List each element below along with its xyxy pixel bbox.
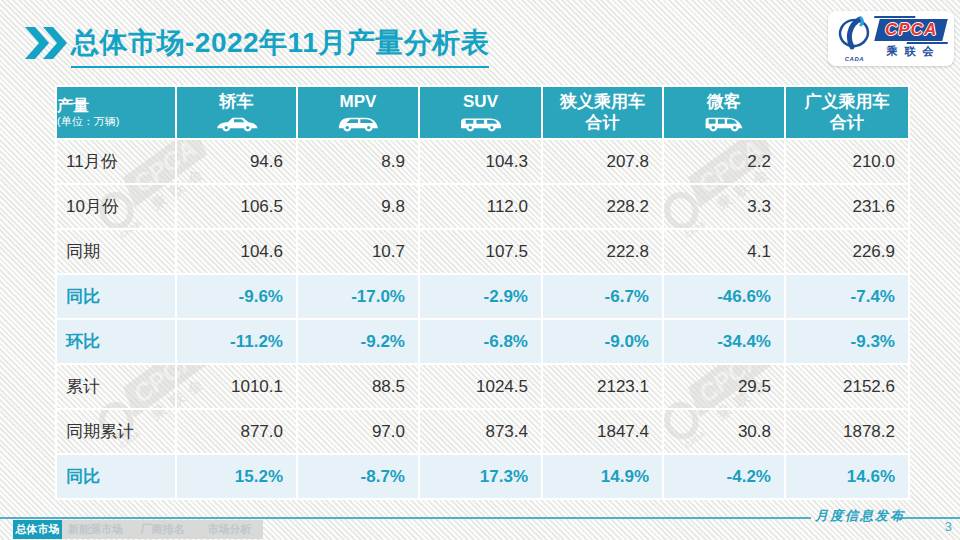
header-broad-pv-total: 广义乘用车 合计	[785, 86, 909, 139]
mpv-icon	[335, 113, 381, 133]
value-cell: -7.4%	[785, 274, 909, 319]
value-cell: 2123.1	[542, 364, 663, 409]
value-cell: -9.0%	[542, 319, 663, 364]
value-cell: 2152.6	[785, 364, 909, 409]
table-row: 同期累计 877.0 97.0 873.4 1847.4 30.8 1878.2	[56, 409, 909, 454]
value-cell: -11.2%	[176, 319, 297, 364]
value-cell: 1024.5	[419, 364, 542, 409]
sedan-icon	[214, 113, 260, 133]
value-cell: 30.8	[663, 409, 785, 454]
value-cell: 873.4	[419, 409, 542, 454]
row-label: 同期	[56, 229, 176, 274]
page-number: 3	[945, 519, 952, 534]
microvan-icon	[701, 113, 747, 133]
row-label: 同期累计	[56, 409, 176, 454]
value-cell: 15.2%	[176, 454, 297, 499]
page-title: 总体市场-2022年11月产量分析表	[71, 24, 489, 68]
value-cell: -8.7%	[297, 454, 419, 499]
value-cell: 207.8	[542, 139, 663, 184]
cpca-logo: CADA CPCA 乘联会	[828, 11, 954, 66]
value-cell: 104.6	[176, 229, 297, 274]
value-cell: 8.9	[297, 139, 419, 184]
value-cell: -34.4%	[663, 319, 785, 364]
table-row-mom: 环比 -11.2% -9.2% -6.8% -9.0% -34.4% -9.3%	[56, 319, 909, 364]
value-cell: 1847.4	[542, 409, 663, 454]
double-chevron-icon	[25, 27, 67, 59]
value-cell: 1010.1	[176, 364, 297, 409]
value-cell: 29.5	[663, 364, 785, 409]
table-row: 同期 104.6 10.7 107.5 222.8 4.1 226.9	[56, 229, 909, 274]
value-cell: -6.8%	[419, 319, 542, 364]
row-label: 同比	[56, 454, 176, 499]
value-cell: 14.9%	[542, 454, 663, 499]
header-microvan: 微客	[663, 86, 785, 139]
value-cell: -2.9%	[419, 274, 542, 319]
value-cell: 107.5	[419, 229, 542, 274]
cpca-wordmark: CPCA	[875, 19, 949, 41]
footer-nav: 总体市场 新能源市场 厂商排名 市场分析	[13, 520, 263, 539]
value-cell: -9.6%	[176, 274, 297, 319]
value-cell: 222.8	[542, 229, 663, 274]
cpca-emblem-icon: CADA	[836, 16, 872, 62]
value-cell: 94.6	[176, 139, 297, 184]
value-cell: -9.2%	[297, 319, 419, 364]
value-cell: 231.6	[785, 184, 909, 229]
value-cell: 226.9	[785, 229, 909, 274]
header-production: 产量 (单位：万辆)	[56, 86, 176, 139]
table-row: 10月份 106.5 9.8 112.0 228.2 3.3 231.6	[56, 184, 909, 229]
value-cell: 4.1	[663, 229, 785, 274]
footer-tab-market-analysis[interactable]: 市场分析	[196, 520, 263, 539]
value-cell: 112.0	[419, 184, 542, 229]
footer-divider	[0, 517, 811, 519]
value-cell: 3.3	[663, 184, 785, 229]
value-cell: 14.6%	[785, 454, 909, 499]
value-cell: 877.0	[176, 409, 297, 454]
row-label: 同比	[56, 274, 176, 319]
value-cell: -6.7%	[542, 274, 663, 319]
value-cell: 88.5	[297, 364, 419, 409]
slide: CADA CPCA 乘联会 CADA CPCA 乘联会 CADA CPCA	[0, 0, 960, 540]
row-label: 10月份	[56, 184, 176, 229]
table-row: 11月份 94.6 8.9 104.3 207.8 2.2 210.0	[56, 139, 909, 184]
value-cell: -46.6%	[663, 274, 785, 319]
value-cell: 106.5	[176, 184, 297, 229]
header-narrow-pv-total: 狭义乘用车 合计	[542, 86, 663, 139]
value-cell: 1878.2	[785, 409, 909, 454]
header-suv: SUV	[419, 86, 542, 139]
footer-tab-nev-market[interactable]: 新能源市场	[62, 520, 129, 539]
value-cell: -4.2%	[663, 454, 785, 499]
header-mpv: MPV	[297, 86, 419, 139]
table-row: 累计 1010.1 88.5 1024.5 2123.1 29.5 2152.6	[56, 364, 909, 409]
production-table: 产量 (单位：万辆) 轿车	[55, 85, 910, 500]
value-cell: 97.0	[297, 409, 419, 454]
header-sedan: 轿车	[176, 86, 297, 139]
table-header-row: 产量 (单位：万辆) 轿车	[56, 86, 909, 139]
value-cell: 210.0	[785, 139, 909, 184]
cpca-chinese-name: 乘联会	[882, 44, 940, 59]
value-cell: -17.0%	[297, 274, 419, 319]
title-bar: 总体市场-2022年11月产量分析表	[25, 24, 489, 68]
value-cell: 17.3%	[419, 454, 542, 499]
table-row-cum-yoy: 同比 15.2% -8.7% 17.3% 14.9% -4.2% 14.6%	[56, 454, 909, 499]
suv-icon	[458, 113, 504, 133]
value-cell: 104.3	[419, 139, 542, 184]
footer-tab-overall-market[interactable]: 总体市场	[13, 520, 62, 539]
footer-tab-oem-ranking[interactable]: 厂商排名	[129, 520, 196, 539]
row-label: 累计	[56, 364, 176, 409]
monthly-release-label: 月度信息发布	[815, 507, 905, 525]
value-cell: 228.2	[542, 184, 663, 229]
value-cell: 2.2	[663, 139, 785, 184]
table-row-yoy: 同比 -9.6% -17.0% -2.9% -6.7% -46.6% -7.4%	[56, 274, 909, 319]
row-label: 11月份	[56, 139, 176, 184]
value-cell: -9.3%	[785, 319, 909, 364]
value-cell: 9.8	[297, 184, 419, 229]
value-cell: 10.7	[297, 229, 419, 274]
row-label: 环比	[56, 319, 176, 364]
